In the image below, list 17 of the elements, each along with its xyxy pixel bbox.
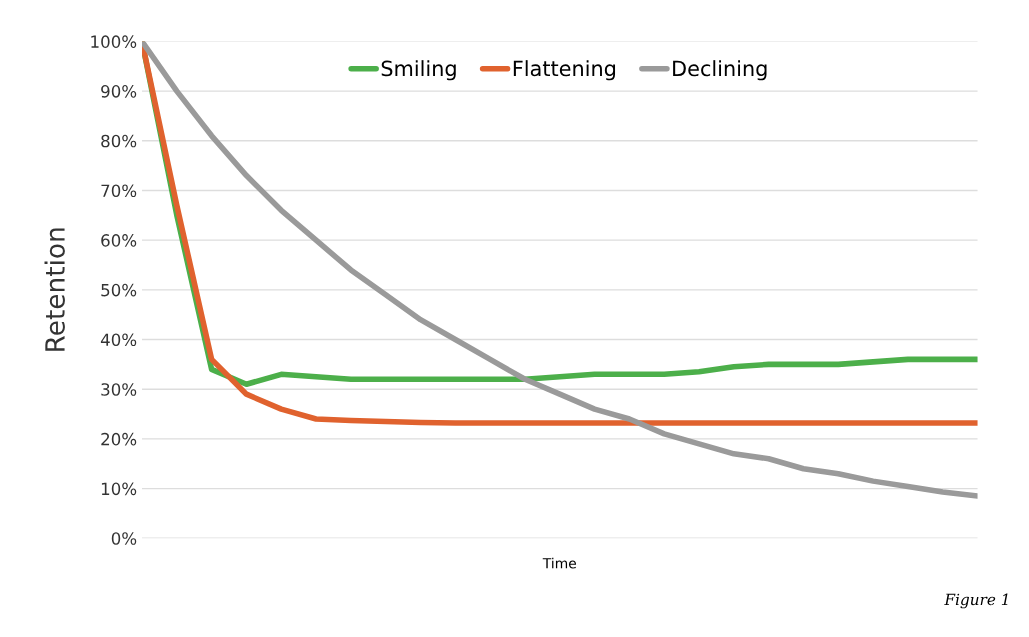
y-tick-label: 70%: [101, 184, 137, 198]
x-axis-title: Time: [542, 557, 577, 569]
y-tick-label: 90%: [101, 85, 137, 98]
y-axis-title: Retention: [44, 228, 65, 351]
y-tick-label: 60%: [101, 234, 137, 247]
y-tick-label: 40%: [100, 333, 137, 347]
y-tick-label: 20%: [101, 432, 137, 446]
y-tick-label: 100%: [91, 35, 137, 48]
y-tick-label: 80%: [101, 134, 137, 148]
caption: Figure 1: [944, 593, 1008, 609]
legend-label: Declining: [673, 60, 767, 81]
y-tick-label: 50%: [101, 283, 137, 297]
legend-label: Flattening: [513, 60, 616, 81]
y-tick-label: 10%: [101, 482, 137, 496]
y-tick-label: 0%: [111, 532, 137, 545]
y-tick-label: 30%: [101, 383, 137, 396]
legend-label: Smiling: [381, 60, 456, 81]
